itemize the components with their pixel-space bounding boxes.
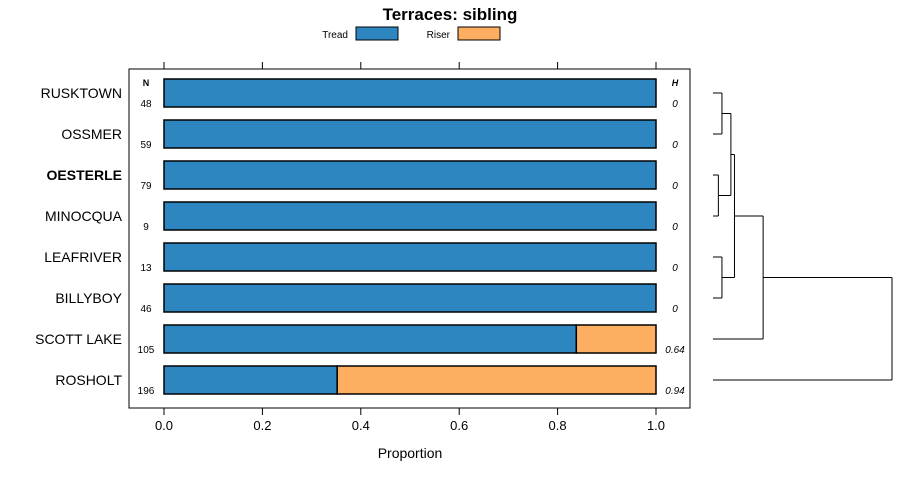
n-label-rosholt: 196 [138,386,155,397]
legend: Tread Riser [322,26,501,41]
bars: RUSKTOWN 48 0 OSSMER 59 0 OESTERLE 79 0 MINOCQUA 9… [35,78,685,397]
category-label-scott-lake: SCOTT LAKE [35,331,122,347]
bar-tread-leafriver [163,242,657,272]
category-label-oesterle: OESTERLE [47,167,122,183]
bar-tread-rusktown [163,78,657,108]
h-label-oesterle: 0 [672,181,678,192]
x-tick-label-5: 1.0 [647,418,665,433]
n-label-oesterle: 79 [140,181,152,192]
category-label-minocqua: MINOCQUA [45,208,123,224]
x-axis-title: Proportion [378,445,443,461]
h-label-minocqua: 0 [672,222,678,233]
h-label-scott-lake: 0.64 [665,345,685,356]
legend-swatch-riser [457,26,501,41]
n-column-header: N [143,78,150,88]
legend-swatch-tread [355,26,399,41]
h-label-rosholt: 0.94 [665,386,685,397]
chart-title: Terraces: sibling [383,5,518,24]
plot-frame [128,68,691,409]
x-tick-label-2: 0.4 [352,418,370,433]
n-label-minocqua: 9 [143,222,149,233]
dendrogram-link-0 [713,92,723,135]
n-label-billyboy: 46 [140,304,152,315]
dendrogram-link-5 [713,215,764,340]
bar-tread-scott-lake [163,324,578,354]
category-label-rusktown: RUSKTOWN [41,85,122,101]
dendrogram-link-2 [713,256,723,299]
category-label-leafriver: LEAFRIVER [44,249,122,265]
x-tick-label-0: 0.0 [155,418,173,433]
category-label-rosholt: ROSHOLT [55,372,122,388]
x-tick-label-3: 0.6 [450,418,468,433]
h-label-rusktown: 0 [672,99,678,110]
h-label-leafriver: 0 [672,263,678,274]
legend-label-tread: Tread [322,30,348,41]
bar-riser-scott-lake [575,324,657,354]
category-label-billyboy: BILLYBOY [55,290,122,306]
bar-tread-ossmer [163,119,657,149]
n-label-scott-lake: 105 [138,345,155,356]
category-label-ossmer: OSSMER [61,126,122,142]
h-label-billyboy: 0 [672,304,678,315]
dendrogram [713,92,893,381]
bar-riser-rosholt [336,365,657,395]
n-label-leafriver: 13 [140,263,152,274]
bar-tread-billyboy [163,283,657,313]
bar-tread-minocqua [163,201,657,231]
axes: 0.0 0.2 0.4 0.6 0.8 1.0 [155,62,665,433]
n-label-rusktown: 48 [140,99,152,110]
dendrogram-link-1 [713,174,719,217]
x-tick-label-1: 0.2 [253,418,271,433]
bar-tread-oesterle [163,160,657,190]
legend-label-riser: Riser [427,30,451,41]
dendrogram-link-4 [721,154,735,278]
h-column-header: H [672,78,679,88]
dendrogram-link-6 [713,277,893,381]
dendrogram-link-3 [718,113,732,196]
h-label-ossmer: 0 [672,140,678,151]
n-label-ossmer: 59 [140,140,152,151]
x-tick-label-4: 0.8 [549,418,567,433]
bar-tread-rosholt [163,365,338,395]
